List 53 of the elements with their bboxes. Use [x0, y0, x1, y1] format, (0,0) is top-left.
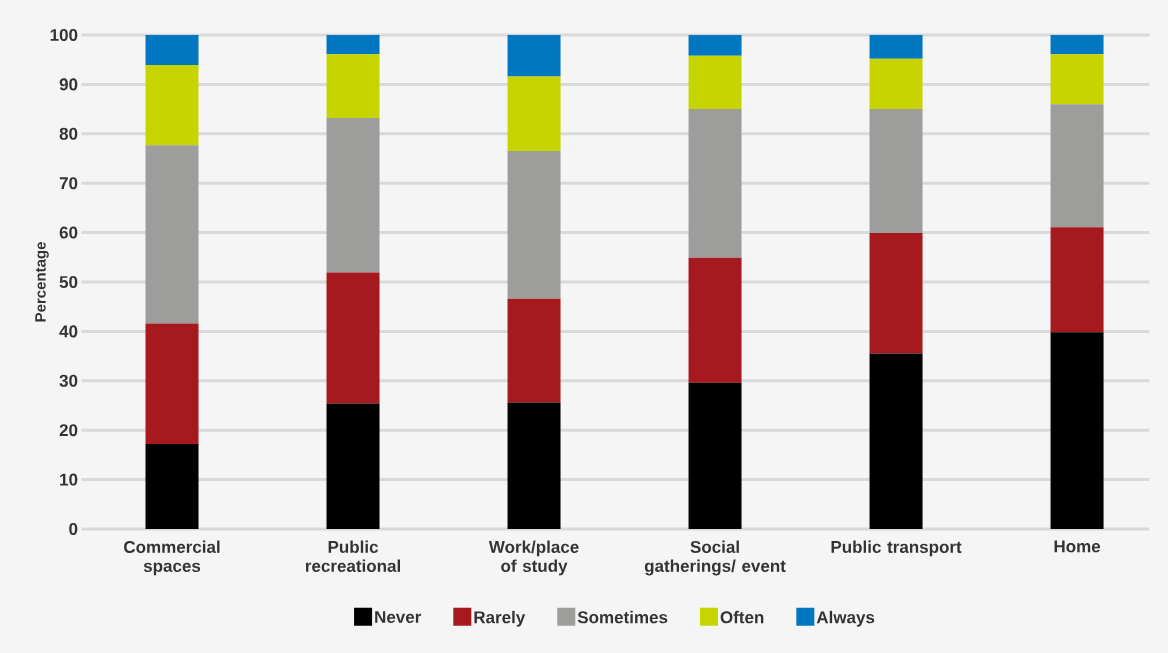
y-tick-label: 30 — [59, 374, 78, 387]
x-tick-label: Public transport — [831, 540, 962, 557]
bar — [145, 145, 199, 324]
bar — [869, 233, 923, 354]
y-tick-label: 50 — [59, 275, 78, 289]
bar — [326, 272, 380, 404]
x-tick-label: Social gatherings/ event — [644, 540, 786, 576]
bar — [869, 58, 923, 110]
bar — [869, 109, 923, 234]
bar — [326, 34, 380, 55]
bar — [326, 403, 380, 529]
bar — [507, 298, 561, 403]
bar — [507, 402, 561, 529]
bar — [145, 323, 199, 445]
x-tick-label: Commercial spaces — [124, 540, 220, 576]
legend-label: Rarely — [474, 610, 526, 627]
bar — [326, 54, 380, 118]
y-tick-label: 40 — [59, 325, 78, 338]
bar — [1050, 104, 1104, 228]
legend-label: Often — [720, 610, 764, 624]
legend-label: Never — [375, 611, 422, 624]
bar — [1050, 34, 1104, 55]
bar — [1050, 227, 1104, 333]
y-tick-label: 70 — [59, 177, 78, 190]
y-tick-label: 60 — [59, 226, 78, 239]
bar — [1050, 332, 1104, 529]
x-tick-label: Home — [1054, 540, 1101, 553]
y-tick-label: 90 — [59, 78, 78, 91]
y-tick-label: 80 — [59, 127, 78, 140]
y-axis-title: Percentage — [35, 242, 49, 322]
y-tick-label: 0 — [69, 522, 78, 536]
bar — [1050, 54, 1104, 105]
legend-label: Sometimes — [577, 610, 668, 624]
x-tick-label: Public recreational — [305, 540, 400, 572]
bar — [145, 444, 199, 529]
bar — [688, 34, 742, 56]
y-tick-label: 10 — [60, 473, 78, 486]
bar — [507, 34, 561, 77]
bar — [869, 353, 923, 529]
bar — [688, 109, 742, 258]
bar — [507, 76, 561, 152]
bar — [688, 55, 742, 110]
bar — [326, 117, 380, 273]
y-tick-label: 100 — [50, 28, 78, 42]
bar — [145, 34, 199, 66]
bar — [688, 382, 742, 529]
bar — [688, 257, 742, 383]
bar — [869, 34, 923, 59]
y-tick-label: 20 — [59, 424, 78, 437]
bar — [507, 151, 561, 299]
legend-label: Always — [816, 610, 875, 627]
bar — [145, 65, 199, 146]
x-tick-label: Work/place of study — [488, 540, 579, 576]
